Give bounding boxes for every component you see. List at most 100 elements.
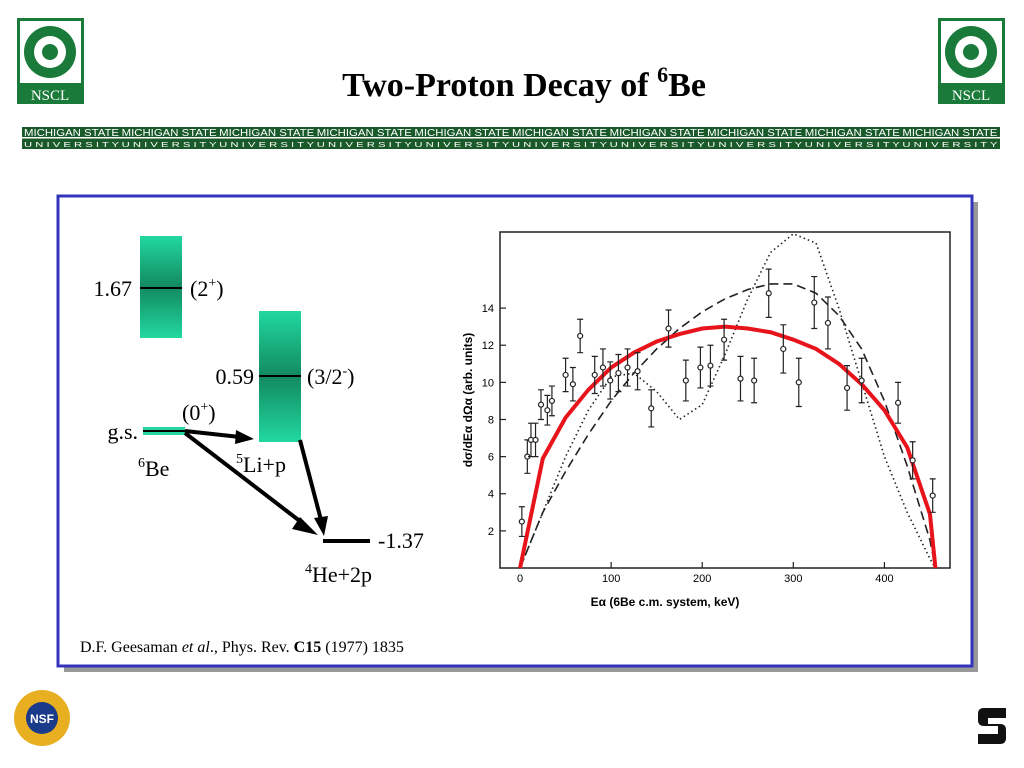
nscl-logo-right: NSCL [938, 18, 1005, 104]
curve [519, 283, 937, 569]
banner-top: MICHIGAN STATE [902, 127, 997, 139]
spin: (3/2 [307, 364, 342, 389]
banner-bottom: U N I V E R S I T Y [414, 142, 510, 149]
data-point [811, 299, 818, 306]
spin-end: ) [216, 276, 223, 301]
x-tick-label: 200 [693, 573, 711, 585]
citation-volume: C15 [294, 639, 322, 656]
level-energy: 1.67 [94, 276, 133, 301]
title-text: Two-Proton Decay of [342, 67, 657, 104]
citation-rest: (1977) 1835 [321, 639, 404, 656]
data-point [548, 397, 556, 405]
banner-top: MICHIGAN STATE [805, 127, 900, 139]
data-point [765, 290, 772, 297]
data-point [607, 377, 614, 384]
curve [518, 324, 938, 569]
banner-top: MICHIGAN STATE [122, 127, 217, 139]
data-point [634, 368, 641, 375]
level-energy: -1.37 [378, 528, 424, 553]
data-point [737, 375, 744, 382]
nucleus: 5Li+p [236, 452, 286, 477]
ground-label: g.s. [107, 419, 138, 444]
slide-title: Two-Proton Decay of 6Be [342, 62, 706, 104]
y-axis-label: dσ/dEα dΩα (arb. units) [461, 333, 475, 468]
banner-bottom: U N I V E R S I T Y [219, 142, 315, 149]
nucleus-name: Be [145, 456, 169, 481]
y-tick-label: 14 [482, 303, 494, 315]
banner-top: MICHIGAN STATE [414, 127, 509, 139]
x-tick-label: 100 [602, 573, 620, 585]
y-tick-label: 2 [488, 526, 494, 538]
data-point [518, 518, 525, 525]
citation-author: D.F. Geesaman [80, 639, 182, 656]
data-point [615, 369, 622, 377]
data-point [591, 371, 598, 379]
level-spin: (3/2-) [307, 364, 354, 389]
data-point [624, 364, 631, 371]
banner-bottom: U N I V E R S I T Y [317, 142, 413, 149]
data-point [697, 364, 704, 371]
y-tick-label: 4 [488, 489, 494, 501]
data-point [843, 384, 851, 392]
plot-frame [499, 231, 951, 569]
level-diagram: 1.67 (2+) 0.59 (3/2-) 5Li+p g.s. (0+) 6B… [94, 236, 424, 587]
banner-bottom: U N I V E R S I T Y [805, 142, 901, 149]
data-point [894, 399, 902, 406]
banner-bottom: U N I V E R S I T Y [24, 142, 120, 149]
banner-bottom: U N I V E R S I T Y [707, 142, 803, 149]
citation: D.F. Geesaman et al., Phys. Rev. C15 (19… [80, 639, 404, 656]
nscl-logo-left: NSCL [17, 18, 84, 104]
citation-etal: et al [182, 639, 211, 656]
banner-bottom: U N I V E R S I T Y [512, 142, 608, 149]
logo-text: NSCL [31, 88, 69, 104]
data-point [858, 377, 865, 384]
data-point [665, 325, 672, 332]
banner-bottom: U N I V E R S I T Y [122, 142, 218, 149]
x-tick-label: 400 [875, 573, 893, 585]
x-tick-label: 300 [784, 573, 802, 585]
nsf-text: NSF [30, 712, 54, 726]
y-tick-label: 12 [482, 340, 494, 352]
y-tick-label: 8 [488, 414, 494, 426]
spin-end: ) [347, 364, 354, 389]
data-point [929, 492, 936, 499]
nucleus-name: Li+p [243, 452, 286, 477]
data-point [537, 401, 545, 408]
title-sup: 6 [657, 62, 668, 87]
banner-top: MICHIGAN STATE [219, 127, 314, 139]
x-axis-label: Eα (6Be c.m. system, keV) [591, 595, 740, 609]
nucleus-sup: 5 [236, 452, 243, 467]
data-point [562, 371, 569, 379]
level-energy: 0.59 [216, 364, 255, 389]
nucleus-sup: 4 [305, 562, 312, 577]
data-point [795, 379, 802, 386]
data-point [707, 362, 714, 369]
spin: (0 [182, 400, 200, 425]
msu-logo [978, 708, 1006, 744]
y-tick-label: 6 [488, 452, 494, 464]
level-spin: (2+) [190, 276, 224, 301]
title-end: Be [668, 67, 706, 104]
level-spin: (0+) [182, 400, 216, 425]
citation-journal: ., Phys. Rev. [210, 639, 294, 656]
data-point [599, 364, 607, 371]
data-point [577, 332, 584, 340]
banner-top: MICHIGAN STATE [707, 127, 802, 139]
banner-top: MICHIGAN STATE [610, 127, 705, 139]
nucleus-sup: 6 [138, 456, 145, 471]
banner-top: MICHIGAN STATE [512, 127, 607, 139]
spin-end: ) [208, 400, 215, 425]
data-point [751, 377, 758, 384]
data-point [569, 381, 576, 388]
banner-top: MICHIGAN STATE [317, 127, 412, 139]
nucleus: 6Be [138, 456, 169, 481]
spin-sup: - [342, 364, 347, 379]
data-point [720, 336, 728, 343]
banner-top: MICHIGAN STATE [24, 127, 119, 139]
data-point [682, 377, 689, 384]
data-point [909, 457, 916, 464]
spin-sup: + [200, 400, 208, 415]
logo-text: NSCL [952, 88, 990, 104]
nucleus-name: He+2p [312, 562, 372, 587]
